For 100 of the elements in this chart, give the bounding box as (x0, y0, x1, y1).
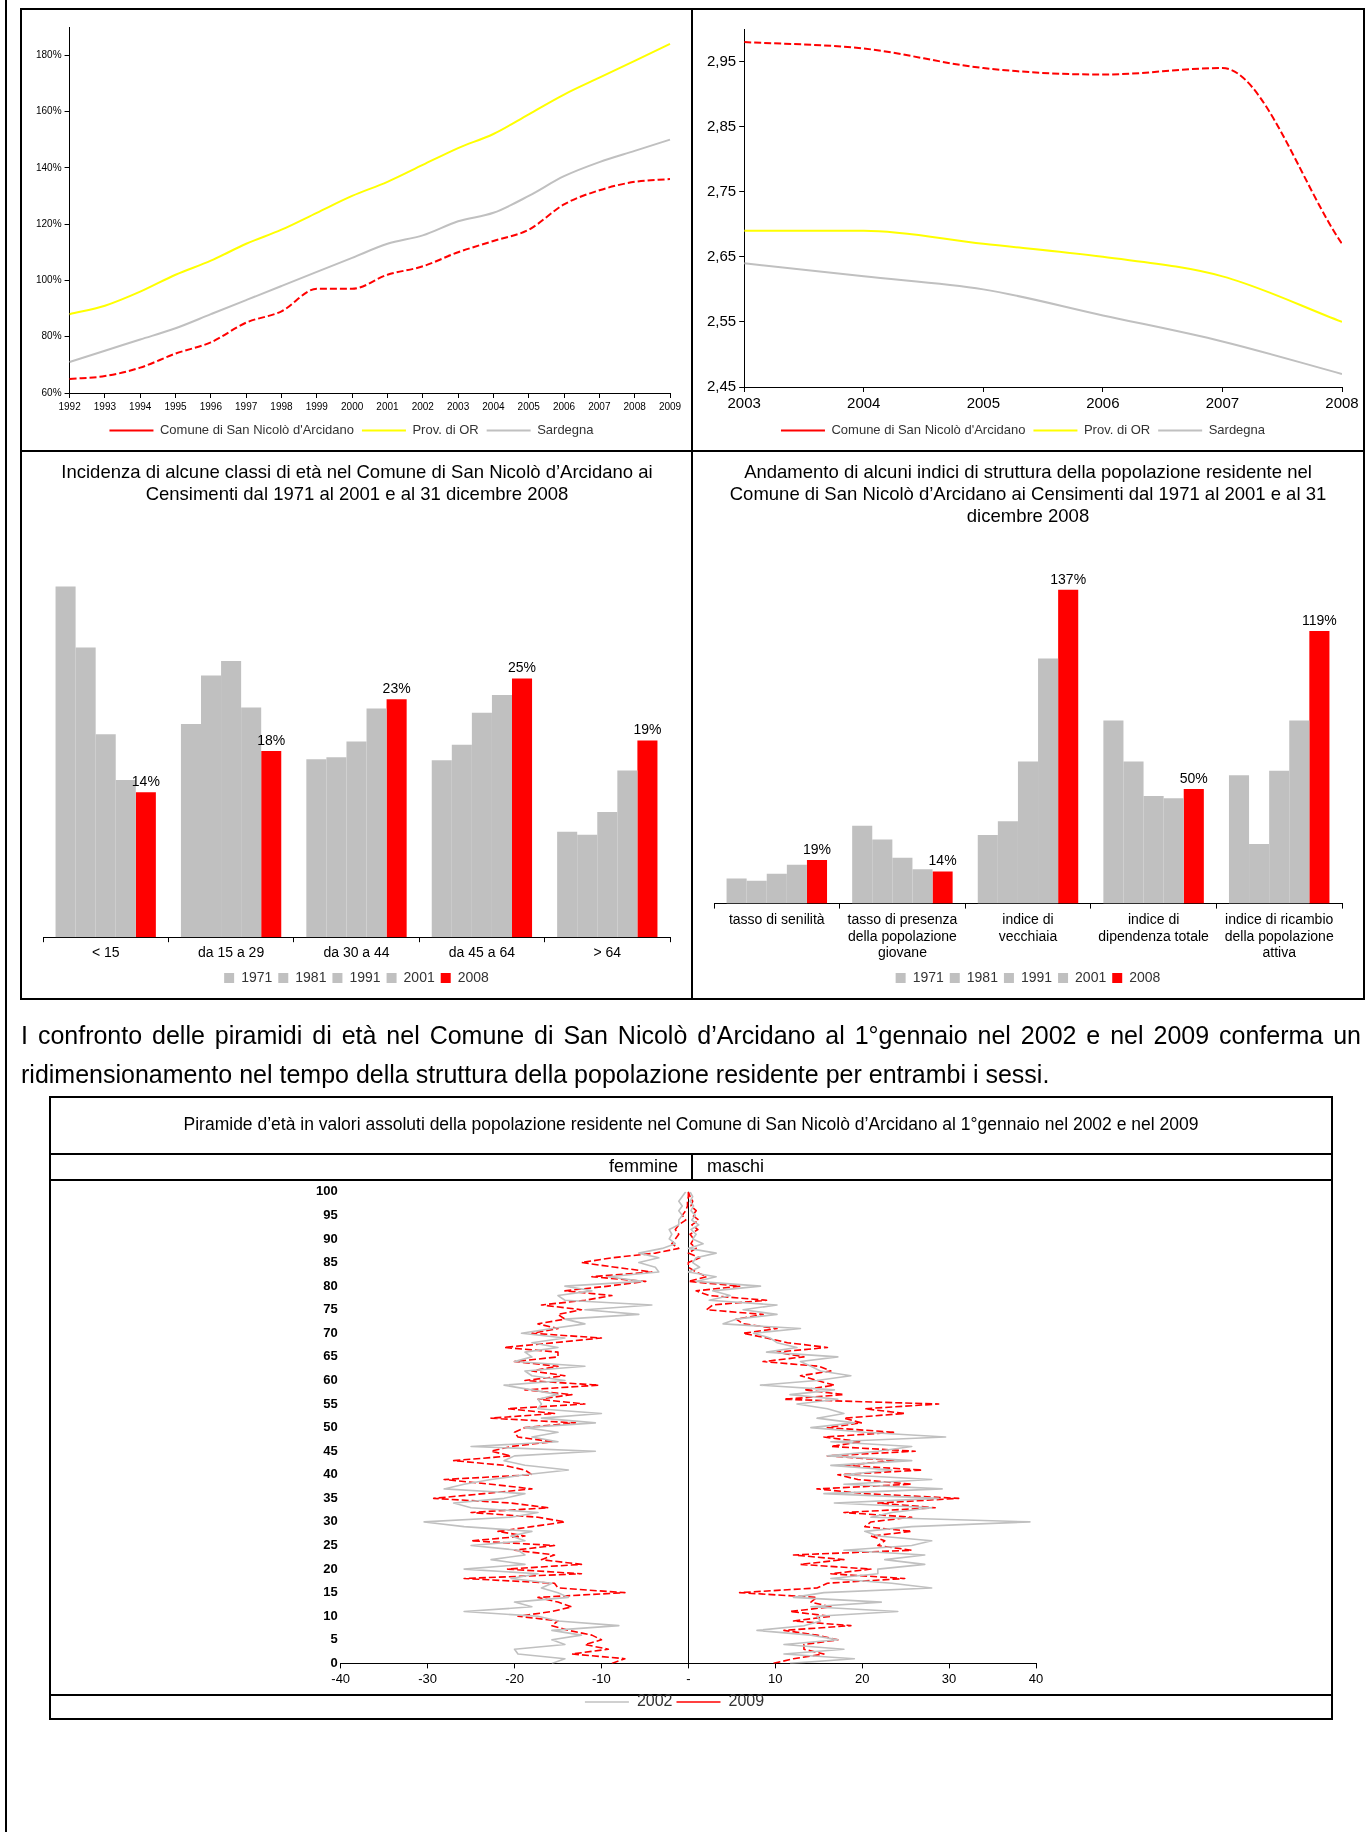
x-tick-label: -40 (331, 1670, 351, 1686)
data-label: 14% (928, 852, 957, 869)
x-tick-label: indice di ricambio della popolazione attiva (1224, 910, 1334, 961)
x-tick-label: 2008 (1325, 394, 1359, 412)
y-tick-label: 2,85 (706, 116, 737, 134)
chart-title: Incidenza di alcune classi di età nel Comune di San Nicolò d’Arcidano ai Censimenti dal 1971 al 2001 e al 31 dicembre 2008 (60, 461, 654, 506)
data-label: 137% (1050, 570, 1087, 587)
x-tick-label: 1998 (270, 400, 294, 412)
y-tick-label: 20 (323, 1560, 338, 1576)
x-tick-label: 1996 (199, 400, 223, 412)
x-tick-label: 2007 (588, 400, 611, 412)
x-tick-label: indice di vecchiaia (998, 910, 1058, 944)
x-tick-label: 2004 (482, 400, 505, 412)
y-tick-label: 10 (323, 1607, 338, 1623)
legend-label: 1971 (912, 968, 944, 985)
y-tick-label: 45 (323, 1442, 338, 1458)
bar (1058, 589, 1079, 904)
bar (386, 699, 407, 938)
x-tick-label: > 64 (593, 944, 622, 961)
y-tick-label: 55 (323, 1395, 338, 1411)
x-tick-label: 1993 (93, 400, 117, 412)
x-tick-label: 10 (768, 1670, 783, 1686)
data-label: 18% (257, 731, 286, 748)
x-tick-label: 2007 (1205, 394, 1240, 412)
y-tick-label: 180% (36, 48, 62, 60)
bar (932, 871, 953, 904)
legend-label: Prov. di OR (412, 422, 479, 438)
legend-label: Sardegna (537, 422, 595, 438)
x-tick-label: 2006 (1086, 394, 1120, 412)
y-tick-label: 60% (41, 386, 62, 398)
y-tick-label: 2,75 (706, 181, 737, 199)
chart-title: Piramide d’età in valori assoluti della popolazione residente nel Comune di San Nicolò d’Arcidano al 1°gennaio nel 2002 e nel 2009 (182, 1113, 1200, 1136)
line-series (744, 229, 1342, 323)
x-tick-label: -10 (592, 1670, 611, 1686)
x-tick-label: 2001 (376, 400, 400, 412)
x-tick-label: 2003 (727, 394, 761, 412)
legend-label: 2002 (636, 1692, 673, 1710)
legend-label: 2008 (1129, 968, 1161, 985)
y-tick-label: 100 (315, 1183, 338, 1199)
y-tick-label: 2,65 (706, 246, 737, 264)
x-tick-label: 1994 (129, 400, 152, 412)
y-tick-label: 80 (323, 1277, 338, 1293)
y-tick-label: 2,45 (706, 377, 737, 395)
y-tick-label: 65 (323, 1348, 338, 1364)
y-tick-label: 95 (323, 1206, 338, 1222)
x-tick-label: 2003 (446, 400, 470, 412)
x-tick-label: 2000 (341, 400, 364, 412)
legend-label: 1981 (295, 968, 327, 985)
y-tick-label: 90 (323, 1230, 338, 1246)
x-tick-label: 1995 (164, 400, 188, 412)
y-tick-label: 40 (323, 1466, 338, 1482)
y-tick-label: 2,55 (706, 312, 737, 330)
legend-label: 2001 (403, 968, 435, 985)
y-tick-label: 25 (323, 1537, 338, 1553)
bar (637, 740, 658, 938)
text: I confronto delle piramidi di età nel Comune di San Nicolò d’Arcidano al 1°gennaio nel 2002 e nel 2009 conferma un ridimensionamento nel tempo della struttura della popolazione residente per entrambi i sessi. (21, 1020, 1361, 1090)
legend-label: Comune di San Nicolò d'Arcidano (831, 422, 1026, 438)
bar (1183, 789, 1204, 904)
chart-title: Andamento di alcuni indici di struttura della popolazione residente nel Comune di San Nicolò d’Arcidano ai Censimenti dal 1971 al 2001 e al 31 dicembre 2008 (728, 461, 1328, 528)
y-tick-label: 160% (36, 105, 62, 117)
bar (261, 750, 282, 938)
x-tick-label: 2009 (658, 400, 682, 412)
x-tick-label: < 15 (91, 944, 120, 961)
data-label: 19% (633, 721, 662, 738)
y-tick-label: 140% (36, 161, 62, 173)
line-series (68, 178, 671, 380)
legend-label: 2008 (457, 968, 490, 985)
legend-label: 1991 (1020, 968, 1053, 985)
x-tick-label: 30 (941, 1670, 957, 1686)
line-series (68, 42, 671, 316)
x-tick-label: - (686, 1670, 691, 1686)
text: femmine (608, 1155, 678, 1178)
data-label: 25% (508, 659, 537, 676)
x-tick-label: 20 (854, 1670, 870, 1686)
bar (806, 860, 828, 904)
legend-label: Comune di San Nicolò d'Arcidano (159, 422, 354, 438)
legend-label: 2001 (1075, 968, 1107, 985)
x-tick-label: 1999 (305, 400, 329, 412)
x-tick-label: tasso di senilità (728, 910, 825, 927)
x-tick-label: da 15 a 29 (198, 944, 265, 961)
y-tick-label: 35 (323, 1489, 338, 1505)
data-label: 23% (382, 680, 411, 697)
legend-label: Prov. di OR (1083, 422, 1151, 438)
legend-label: 2009 (728, 1692, 765, 1710)
bar (1309, 631, 1330, 904)
data-label: 14% (131, 773, 160, 790)
y-tick-label: 0 (330, 1654, 338, 1670)
x-tick-label: -30 (418, 1670, 437, 1686)
x-tick-label: -20 (505, 1670, 524, 1686)
x-tick-label: 2002 (411, 400, 435, 412)
y-tick-label: 15 (323, 1584, 338, 1600)
text: maschi (707, 1155, 765, 1178)
y-tick-label: 100% (36, 274, 62, 286)
legend-label: 1971 (241, 968, 273, 985)
y-tick-label: 120% (36, 217, 62, 229)
x-tick-label: indice di dipendenza totale (1098, 910, 1210, 944)
y-tick-label: 75 (323, 1301, 338, 1317)
y-tick-label: 80% (41, 330, 62, 342)
x-tick-label: 1992 (58, 400, 82, 412)
y-tick-label: 2,95 (706, 51, 737, 69)
